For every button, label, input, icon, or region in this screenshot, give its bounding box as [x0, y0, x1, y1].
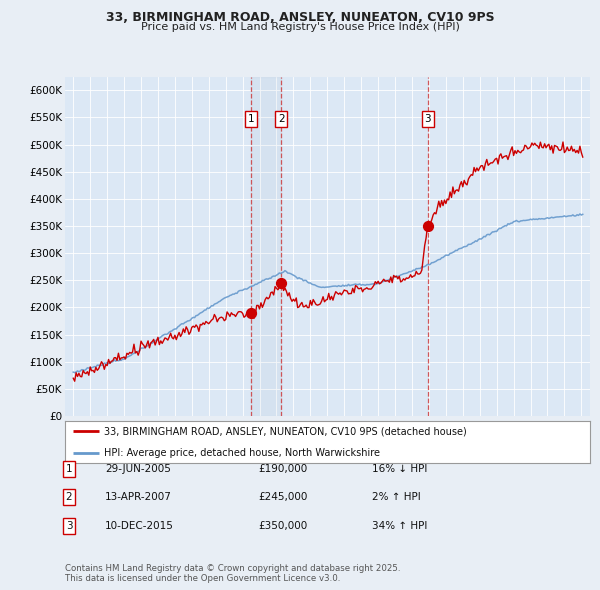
- Text: 29-JUN-2005: 29-JUN-2005: [105, 464, 171, 474]
- Text: 34% ↑ HPI: 34% ↑ HPI: [372, 521, 427, 530]
- Text: 33, BIRMINGHAM ROAD, ANSLEY, NUNEATON, CV10 9PS (detached house): 33, BIRMINGHAM ROAD, ANSLEY, NUNEATON, C…: [104, 427, 467, 436]
- Text: Price paid vs. HM Land Registry's House Price Index (HPI): Price paid vs. HM Land Registry's House …: [140, 22, 460, 32]
- Text: Contains HM Land Registry data © Crown copyright and database right 2025.
This d: Contains HM Land Registry data © Crown c…: [65, 563, 400, 583]
- Point: [277, 278, 286, 288]
- Text: HPI: Average price, detached house, North Warwickshire: HPI: Average price, detached house, Nort…: [104, 448, 380, 457]
- Point: [246, 308, 256, 317]
- Text: 1: 1: [65, 464, 73, 474]
- Text: £245,000: £245,000: [258, 493, 307, 502]
- Text: £190,000: £190,000: [258, 464, 307, 474]
- Text: 2% ↑ HPI: 2% ↑ HPI: [372, 493, 421, 502]
- Text: 13-APR-2007: 13-APR-2007: [105, 493, 172, 502]
- Text: 10-DEC-2015: 10-DEC-2015: [105, 521, 174, 530]
- Text: 3: 3: [65, 521, 73, 530]
- Bar: [251, 77, 281, 416]
- Text: 3: 3: [425, 114, 431, 124]
- Text: 33, BIRMINGHAM ROAD, ANSLEY, NUNEATON, CV10 9PS: 33, BIRMINGHAM ROAD, ANSLEY, NUNEATON, C…: [106, 11, 494, 24]
- Text: 2: 2: [278, 114, 284, 124]
- Text: £350,000: £350,000: [258, 521, 307, 530]
- Text: 1: 1: [248, 114, 254, 124]
- Point: [423, 221, 433, 231]
- Text: 2: 2: [65, 493, 73, 502]
- Text: 16% ↓ HPI: 16% ↓ HPI: [372, 464, 427, 474]
